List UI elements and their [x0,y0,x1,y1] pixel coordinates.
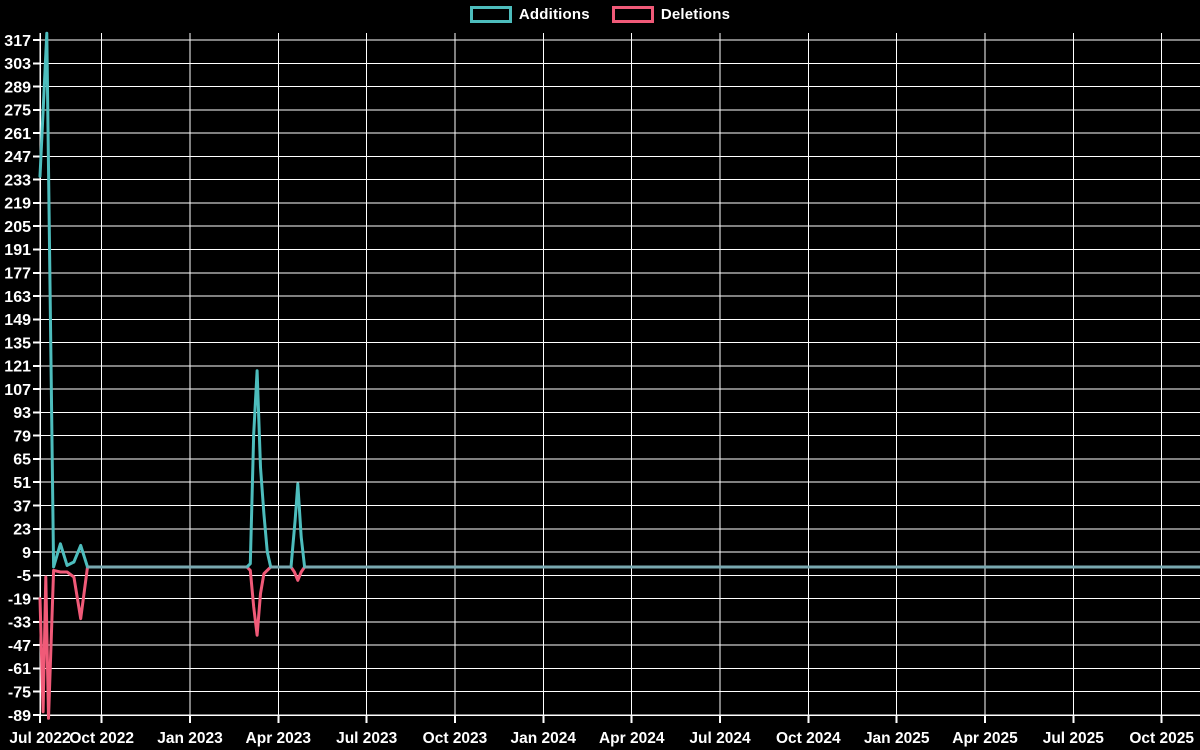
y-tick-label: 289 [4,79,31,96]
x-tick-label: Jul 2025 [1043,730,1105,747]
x-tick-label: Oct 2023 [423,730,488,747]
x-tick-label: Jan 2025 [864,730,930,747]
x-tick-label: Oct 2022 [69,730,134,747]
y-tick-label: 149 [4,312,31,329]
x-tick-label: Apr 2024 [599,730,665,747]
y-tick-label: 177 [4,266,31,283]
y-tick-label: -33 [8,615,31,632]
y-tick-label: 205 [4,219,31,236]
legend-label-deletions: Deletions [660,6,731,23]
x-tick-label: Jan 2023 [157,730,223,747]
chart-legend: Additions Deletions [0,6,1200,23]
deletions-swatch-icon [611,6,654,23]
y-tick-label: 9 [22,545,31,562]
y-tick-label: 51 [13,475,31,492]
additions-line [38,31,1200,569]
y-tick-label: 135 [4,335,31,352]
y-tick-label: -75 [8,684,31,701]
x-tick-label: Apr 2025 [952,730,1018,747]
legend-label-additions: Additions [518,6,590,23]
y-tick-label: 163 [4,289,31,306]
y-tick-label: 65 [13,452,31,469]
x-tick-label: Jul 2023 [336,730,398,747]
x-tick-label: Oct 2024 [776,730,841,747]
deletions-line [38,565,1200,720]
x-tick-label: Jul 2022 [9,730,70,747]
y-tick-label: -61 [8,661,31,678]
y-tick-label: 93 [13,405,31,422]
x-tick-label: Apr 2023 [246,730,312,747]
legend-item-deletions[interactable]: Deletions [611,6,731,23]
x-tick-label: Jan 2024 [511,730,577,747]
y-tick-label: 79 [13,428,31,445]
x-tick-label: Oct 2025 [1129,730,1194,747]
y-tick-label: 317 [4,33,31,50]
y-tick-label: -19 [8,591,31,608]
y-tick-label: -89 [8,708,31,725]
y-tick-label: 275 [4,103,31,120]
y-tick-label: -47 [8,638,31,655]
y-tick-label: 107 [4,382,31,399]
y-tick-label: 191 [4,242,31,259]
y-tick-label: 247 [4,149,31,166]
y-tick-label: 303 [4,56,31,73]
y-tick-label: 121 [4,359,31,376]
y-tick-label: 219 [4,196,31,213]
x-tick-label: Jul 2024 [689,730,751,747]
legend-item-additions[interactable]: Additions [469,6,590,23]
y-tick-label: 261 [4,126,31,143]
y-tick-label: -5 [17,568,31,585]
additions-swatch-icon [469,6,512,23]
y-tick-label: 37 [13,498,31,515]
y-tick-label: 23 [13,522,31,539]
y-tick-label: 233 [4,172,31,189]
